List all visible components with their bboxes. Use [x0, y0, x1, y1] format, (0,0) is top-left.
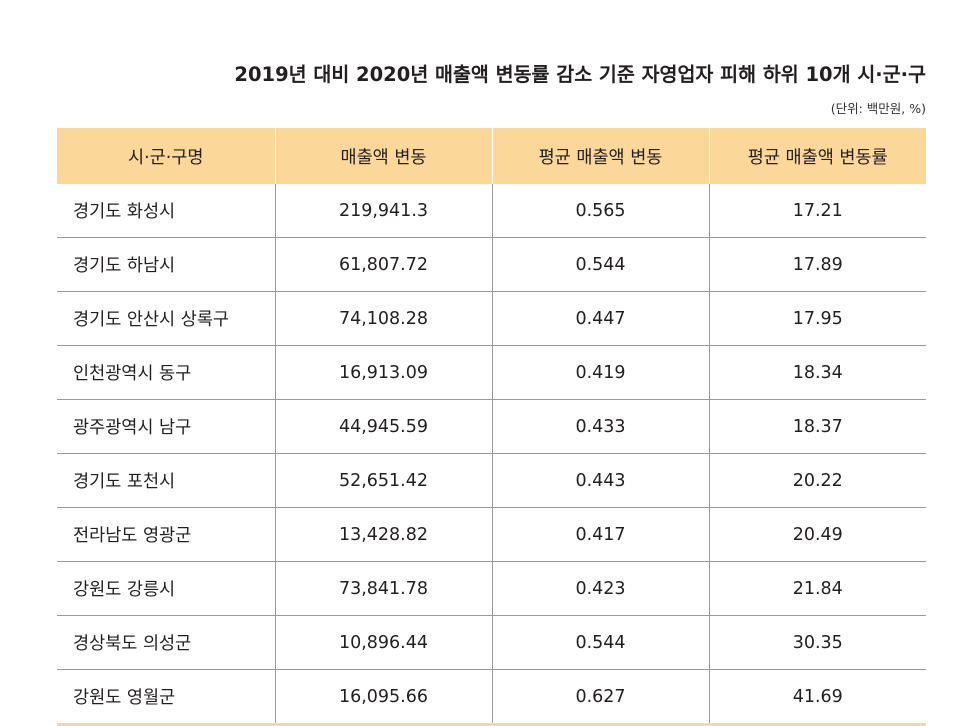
table-row: 경기도 화성시 219,941.3 0.565 17.21 [57, 184, 926, 238]
avg-sales-change-rate-cell: 17.89 [708, 237, 926, 292]
avg-sales-change-cell: 0.419 [491, 345, 709, 400]
avg-sales-change-cell: 0.433 [491, 399, 709, 454]
header-avg-sales-change-rate: 평균 매출액 변동률 [708, 128, 926, 184]
table-row: 경기도 하남시 61,807.72 0.544 17.89 [57, 237, 926, 292]
sales-change-cell: 16,913.09 [274, 345, 492, 400]
table-body: 경기도 화성시 219,941.3 0.565 17.21 경기도 하남시 61,807.… [57, 184, 926, 726]
avg-sales-change-cell: 0.417 [491, 507, 709, 562]
sales-change-cell: 219,941.3 [274, 184, 492, 238]
region-cell: 경기도 화성시 [57, 184, 275, 238]
header-region: 시·군·구명 [57, 128, 275, 184]
avg-sales-change-rate-cell: 18.34 [708, 345, 926, 400]
header-avg-sales-change: 평균 매출액 변동 [491, 128, 709, 184]
region-cell: 경기도 하남시 [57, 237, 275, 292]
avg-sales-change-rate-cell: 21.84 [708, 561, 926, 616]
region-cell: 경상북도 의성군 [57, 615, 275, 670]
region-cell: 강원도 영월군 [57, 669, 275, 726]
avg-sales-change-cell: 0.627 [491, 669, 709, 726]
sales-change-cell: 73,841.78 [274, 561, 492, 616]
region-cell: 경기도 안산시 상록구 [57, 291, 275, 346]
avg-sales-change-rate-cell: 20.49 [708, 507, 926, 562]
sales-change-cell: 13,428.82 [274, 507, 492, 562]
table-row: 경상북도 의성군 10,896.44 0.544 30.35 [57, 615, 926, 670]
header-row: 시·군·구명 매출액 변동 평균 매출액 변동 평균 매출액 변동률 [57, 128, 926, 184]
sales-change-cell: 74,108.28 [274, 291, 492, 346]
table-row: 전라남도 영광군 13,428.82 0.417 20.49 [57, 507, 926, 562]
unit-note: (단위: 백만원, %) [830, 101, 926, 116]
avg-sales-change-cell: 0.544 [491, 237, 709, 292]
data-table: 시·군·구명 매출액 변동 평균 매출액 변동 평균 매출액 변동률 경기도 화… [57, 128, 926, 726]
sales-change-cell: 10,896.44 [274, 615, 492, 670]
avg-sales-change-rate-cell: 20.22 [708, 453, 926, 508]
avg-sales-change-cell: 0.544 [491, 615, 709, 670]
table-row: 강원도 영월군 16,095.66 0.627 41.69 [57, 669, 926, 726]
avg-sales-change-cell: 0.443 [491, 453, 709, 508]
region-cell: 강원도 강릉시 [57, 561, 275, 616]
table-row: 경기도 포천시 52,651.42 0.443 20.22 [57, 453, 926, 508]
sales-change-cell: 61,807.72 [274, 237, 492, 292]
sales-change-cell: 44,945.59 [274, 399, 492, 454]
avg-sales-change-cell: 0.565 [491, 184, 709, 238]
region-cell: 경기도 포천시 [57, 453, 275, 508]
table-row: 광주광역시 남구 44,945.59 0.433 18.37 [57, 399, 926, 454]
sales-change-cell: 16,095.66 [274, 669, 492, 726]
table-title: 2019년 대비 2020년 매출액 변동률 감소 기준 자영업자 피해 하위 … [234, 63, 926, 86]
avg-sales-change-rate-cell: 17.21 [708, 184, 926, 238]
table-row: 경기도 안산시 상록구 74,108.28 0.447 17.95 [57, 291, 926, 346]
region-cell: 인천광역시 동구 [57, 345, 275, 400]
table-row: 인천광역시 동구 16,913.09 0.419 18.34 [57, 345, 926, 400]
avg-sales-change-rate-cell: 18.37 [708, 399, 926, 454]
avg-sales-change-rate-cell: 30.35 [708, 615, 926, 670]
region-cell: 광주광역시 남구 [57, 399, 275, 454]
avg-sales-change-rate-cell: 41.69 [708, 669, 926, 726]
table-row: 강원도 강릉시 73,841.78 0.423 21.84 [57, 561, 926, 616]
avg-sales-change-cell: 0.423 [491, 561, 709, 616]
region-cell: 전라남도 영광군 [57, 507, 275, 562]
sales-change-cell: 52,651.42 [274, 453, 492, 508]
avg-sales-change-rate-cell: 17.95 [708, 291, 926, 346]
header-sales-change: 매출액 변동 [274, 128, 492, 184]
avg-sales-change-cell: 0.447 [491, 291, 709, 346]
